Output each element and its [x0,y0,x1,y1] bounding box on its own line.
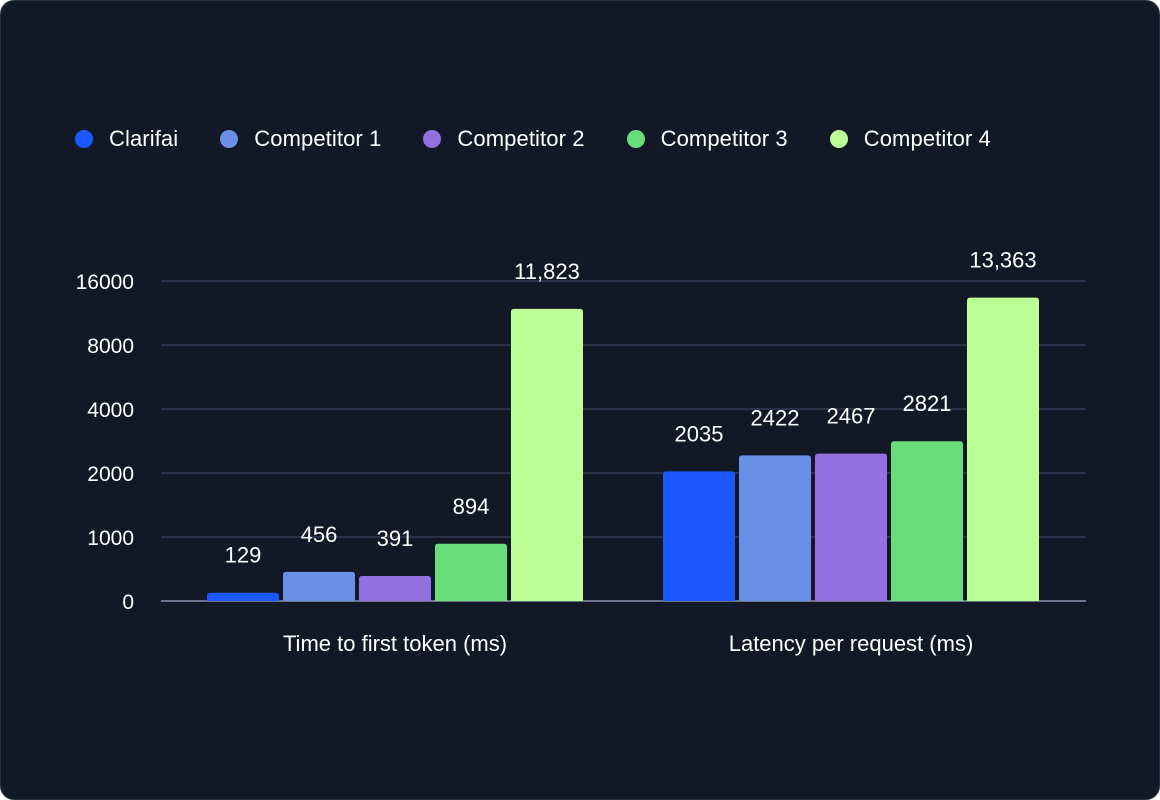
bar-value-label: 456 [301,522,338,547]
legend-label: Clarifai [109,126,179,151]
bar-competitor-1-ttft[interactable] [283,571,355,601]
bar-competitor-4-latency[interactable] [967,297,1039,601]
legend-swatch [220,130,239,148]
bar-competitor-1-latency[interactable] [739,455,811,601]
bar-value-label: 391 [377,526,414,551]
bar-clarifai-latency[interactable] [663,471,735,601]
legend-label: Competitor 2 [457,126,585,151]
x-category-label: Latency per request (ms) [729,631,974,656]
chart-legend: Clarifai Competitor 1 Competitor 2 Competit… [75,123,991,155]
legend-swatch [423,130,442,148]
bar-value-label: 894 [453,494,490,519]
bar-competitor-4-ttft[interactable] [511,308,583,601]
legend-item-competitor-4[interactable]: Competitor 4 [829,126,991,152]
bar-competitor-2-ttft[interactable] [359,575,431,601]
y-tick-label: 4000 [87,399,134,422]
bar-value-label: 13,363 [969,248,1036,273]
bar-value-label: 2467 [827,404,876,429]
legend-label: Competitor 1 [254,126,382,151]
legend-swatch [829,130,848,148]
bar-value-label: 2422 [751,405,800,430]
bar-value-label: 2821 [903,391,952,416]
x-category-label: Time to first token (ms) [283,631,507,656]
legend-swatch [75,130,93,148]
legend-item-competitor-2[interactable]: Competitor 2 [423,126,584,152]
y-tick-label: 16000 [76,271,134,294]
bar-value-label: 129 [225,543,262,568]
legend-item-competitor-3[interactable]: Competitor 3 [626,126,788,152]
legend-label: Competitor 3 [660,126,788,151]
bar-clarifai-ttft[interactable] [207,592,279,601]
bar-value-label: 11,823 [514,259,580,284]
legend-swatch [626,130,645,148]
bar-competitor-3-latency[interactable] [891,441,963,601]
bar-value-label: 2035 [675,421,724,446]
legend-item-competitor-1[interactable]: Competitor 1 [220,126,381,152]
y-tick-label: 8000 [87,335,134,358]
y-tick-label: 1000 [87,527,134,550]
legend-label: Competitor 4 [863,126,991,151]
y-tick-label: 2000 [87,463,134,486]
bar-competitor-2-latency[interactable] [815,453,887,601]
bar-competitor-3-ttft[interactable] [435,543,507,601]
y-tick-label: 0 [122,591,134,614]
legend-item-clarifai[interactable]: Clarifai [75,126,178,152]
